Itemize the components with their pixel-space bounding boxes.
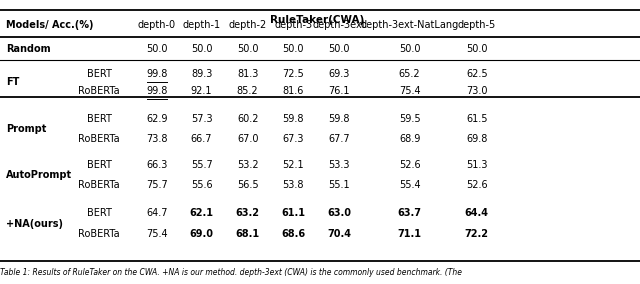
- Text: Table 1: Results of RuleTaker on the CWA. +NA is our method. depth-3ext (CWA) is: Table 1: Results of RuleTaker on the CWA…: [0, 268, 462, 277]
- Text: 69.0: 69.0: [189, 229, 214, 239]
- Text: 57.3: 57.3: [191, 114, 212, 124]
- Text: BERT: BERT: [87, 208, 111, 218]
- Text: 92.1: 92.1: [191, 86, 212, 96]
- Text: 65.2: 65.2: [399, 69, 420, 79]
- Text: depth-0: depth-0: [138, 20, 176, 30]
- Text: 59.5: 59.5: [399, 114, 420, 124]
- Text: Random: Random: [6, 44, 51, 54]
- Text: 63.0: 63.0: [327, 208, 351, 218]
- Text: 72.5: 72.5: [282, 69, 304, 79]
- Text: 61.1: 61.1: [281, 208, 305, 218]
- Text: 75.4: 75.4: [146, 229, 168, 239]
- Text: 81.3: 81.3: [237, 69, 259, 79]
- Text: depth-3ext-NatLang: depth-3ext-NatLang: [360, 20, 459, 30]
- Text: depth-3: depth-3: [274, 20, 312, 30]
- Text: Prompt: Prompt: [6, 124, 47, 134]
- Text: 76.1: 76.1: [328, 86, 350, 96]
- Text: 62.9: 62.9: [146, 114, 168, 124]
- Text: 68.1: 68.1: [236, 229, 260, 239]
- Text: 89.3: 89.3: [191, 69, 212, 79]
- Text: 70.4: 70.4: [327, 229, 351, 239]
- Text: 62.5: 62.5: [466, 69, 488, 79]
- Text: 52.6: 52.6: [466, 179, 488, 190]
- Text: depth-5: depth-5: [458, 20, 496, 30]
- Text: 55.1: 55.1: [328, 179, 350, 190]
- Text: 53.2: 53.2: [237, 160, 259, 170]
- Text: BERT: BERT: [87, 114, 111, 124]
- Text: 50.0: 50.0: [191, 44, 212, 54]
- Text: 71.1: 71.1: [397, 229, 422, 239]
- Text: 99.8: 99.8: [146, 86, 168, 96]
- Text: 81.6: 81.6: [282, 86, 304, 96]
- Text: 59.8: 59.8: [328, 114, 350, 124]
- Text: 85.2: 85.2: [237, 86, 259, 96]
- Text: RoBERTa: RoBERTa: [78, 229, 120, 239]
- Text: 69.8: 69.8: [466, 134, 488, 144]
- Text: 67.3: 67.3: [282, 134, 304, 144]
- Text: AutoPrompt: AutoPrompt: [6, 170, 72, 180]
- Text: 60.2: 60.2: [237, 114, 259, 124]
- Text: 69.3: 69.3: [328, 69, 350, 79]
- Text: 63.7: 63.7: [397, 208, 422, 218]
- Text: 53.8: 53.8: [282, 179, 304, 190]
- Text: 64.4: 64.4: [465, 208, 489, 218]
- Text: 66.7: 66.7: [191, 134, 212, 144]
- Text: 73.0: 73.0: [466, 86, 488, 96]
- Text: depth-1: depth-1: [182, 20, 221, 30]
- Text: 61.5: 61.5: [466, 114, 488, 124]
- Text: 55.4: 55.4: [399, 179, 420, 190]
- Text: RoBERTa: RoBERTa: [78, 179, 120, 190]
- Text: 72.2: 72.2: [465, 229, 489, 239]
- Text: 75.7: 75.7: [146, 179, 168, 190]
- Text: BERT: BERT: [87, 160, 111, 170]
- Text: RoBERTa: RoBERTa: [78, 86, 120, 96]
- Text: 68.9: 68.9: [399, 134, 420, 144]
- Text: 50.0: 50.0: [328, 44, 350, 54]
- Text: RoBERTa: RoBERTa: [78, 134, 120, 144]
- Text: 67.7: 67.7: [328, 134, 350, 144]
- Text: 50.0: 50.0: [282, 44, 304, 54]
- Text: 73.8: 73.8: [146, 134, 168, 144]
- Text: 55.7: 55.7: [191, 160, 212, 170]
- Text: 99.8: 99.8: [146, 69, 168, 79]
- Text: 51.3: 51.3: [466, 160, 488, 170]
- Text: 50.0: 50.0: [146, 44, 168, 54]
- Text: 52.1: 52.1: [282, 160, 304, 170]
- Text: 59.8: 59.8: [282, 114, 304, 124]
- Text: 52.6: 52.6: [399, 160, 420, 170]
- Text: BERT: BERT: [87, 69, 111, 79]
- Text: depth-3ext: depth-3ext: [312, 20, 366, 30]
- Text: Models/ Acc.(%): Models/ Acc.(%): [6, 20, 94, 30]
- Text: 75.4: 75.4: [399, 86, 420, 96]
- Text: 63.2: 63.2: [236, 208, 260, 218]
- Text: 62.1: 62.1: [189, 208, 214, 218]
- Text: 67.0: 67.0: [237, 134, 259, 144]
- Text: 50.0: 50.0: [399, 44, 420, 54]
- Text: 55.6: 55.6: [191, 179, 212, 190]
- Text: depth-2: depth-2: [228, 20, 267, 30]
- Text: 56.5: 56.5: [237, 179, 259, 190]
- Text: 68.6: 68.6: [281, 229, 305, 239]
- Text: RuleTaker(CWA): RuleTaker(CWA): [269, 15, 364, 25]
- Text: 66.3: 66.3: [146, 160, 168, 170]
- Text: 53.3: 53.3: [328, 160, 350, 170]
- Text: 50.0: 50.0: [466, 44, 488, 54]
- Text: FT: FT: [6, 77, 20, 87]
- Text: 64.7: 64.7: [146, 208, 168, 218]
- Text: +NA(ours): +NA(ours): [6, 219, 63, 229]
- Text: 50.0: 50.0: [237, 44, 259, 54]
